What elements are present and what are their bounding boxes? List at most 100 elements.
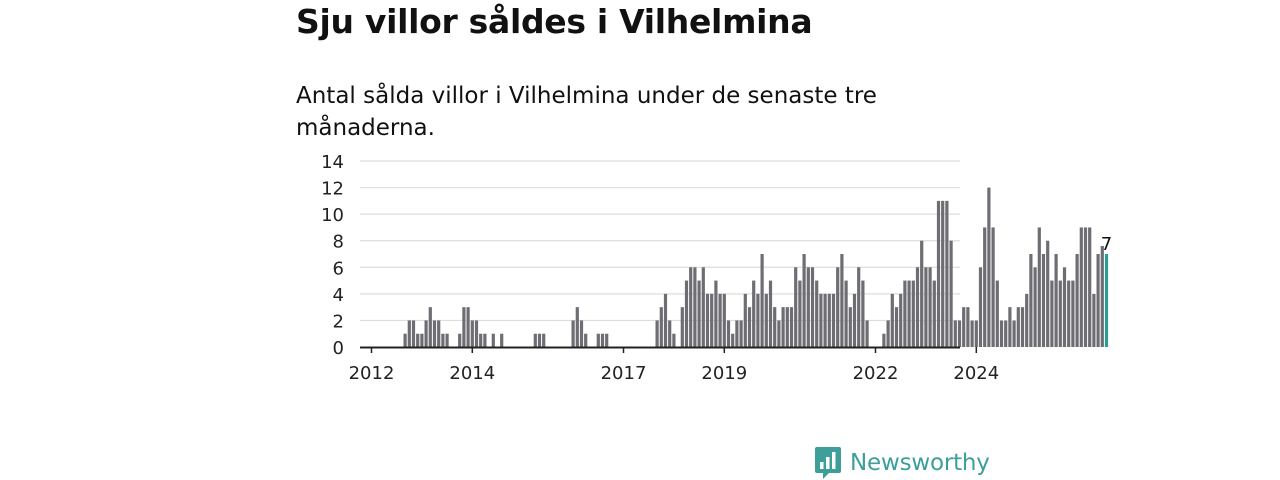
bar xyxy=(491,333,495,347)
bar xyxy=(831,293,836,347)
bar xyxy=(924,267,928,347)
bar xyxy=(840,254,844,347)
bar xyxy=(575,307,579,347)
bar xyxy=(1096,254,1100,347)
bar xyxy=(752,280,756,347)
y-tick-label: 8 xyxy=(333,232,344,253)
bar xyxy=(911,280,915,347)
x-tick-label: 2024 xyxy=(953,363,999,384)
bar xyxy=(819,293,823,347)
bar xyxy=(659,307,663,347)
bar xyxy=(672,333,676,347)
bar xyxy=(920,240,924,347)
bar xyxy=(886,320,890,347)
data-label-latest: 7 xyxy=(1101,234,1112,255)
bar xyxy=(1083,227,1088,347)
chart-title: Sju villor såldes i Vilhelmina xyxy=(296,2,813,41)
bar xyxy=(764,293,768,347)
bar xyxy=(705,293,710,347)
bar xyxy=(479,333,483,347)
bar xyxy=(584,333,588,347)
bar xyxy=(907,280,911,347)
bar xyxy=(999,320,1004,347)
bar xyxy=(718,293,722,347)
bar xyxy=(1041,254,1046,347)
bar xyxy=(957,320,962,347)
bar xyxy=(836,267,840,347)
bar xyxy=(1008,307,1012,347)
bar xyxy=(781,307,785,347)
bar xyxy=(714,280,718,347)
bar xyxy=(949,240,953,347)
brand-name: Newsworthy xyxy=(850,450,990,476)
bar xyxy=(483,333,487,347)
bar xyxy=(852,293,857,347)
bar xyxy=(420,333,424,347)
bar xyxy=(403,333,407,347)
y-tick-label: 12 xyxy=(321,179,344,200)
bar xyxy=(424,320,428,347)
bar xyxy=(915,267,920,347)
bar xyxy=(428,307,432,347)
bar xyxy=(697,280,701,347)
bar xyxy=(743,293,747,347)
bar xyxy=(655,320,659,347)
bar xyxy=(600,333,605,347)
bar xyxy=(932,280,936,347)
bar xyxy=(815,280,819,347)
bar xyxy=(983,227,987,347)
bar xyxy=(407,320,411,347)
bar xyxy=(894,307,899,347)
bar xyxy=(899,293,903,347)
bar xyxy=(1067,280,1071,347)
newsworthy-logo[interactable]: Newsworthy xyxy=(814,446,990,480)
bar-chart-speech-bubble-icon xyxy=(815,447,841,479)
bar xyxy=(693,267,697,347)
bar xyxy=(1062,267,1067,347)
bar xyxy=(1037,227,1041,347)
bar xyxy=(806,267,810,347)
chart-subtitle: Antal sålda villor i Vilhelmina under de… xyxy=(296,83,877,141)
bar xyxy=(663,293,668,347)
bar xyxy=(823,293,827,347)
bar xyxy=(437,320,441,347)
bar xyxy=(798,280,802,347)
x-tick-label: 2017 xyxy=(601,363,647,384)
bar xyxy=(970,320,974,347)
y-tick-label: 0 xyxy=(333,338,344,359)
bar xyxy=(542,333,546,347)
bar xyxy=(777,320,781,347)
bar xyxy=(861,280,865,347)
y-tick-label: 4 xyxy=(333,285,344,306)
bar xyxy=(1075,254,1079,347)
y-tick-label: 2 xyxy=(333,311,344,332)
bar xyxy=(680,307,684,347)
bar xyxy=(789,307,794,347)
y-tick-label: 6 xyxy=(333,258,344,279)
bar xyxy=(416,333,420,347)
bar xyxy=(773,307,777,347)
bar xyxy=(1071,280,1075,347)
bar xyxy=(890,293,894,347)
bar xyxy=(802,254,806,347)
bar xyxy=(941,200,945,347)
bar xyxy=(794,267,798,347)
bar xyxy=(1088,227,1092,347)
bar xyxy=(474,320,479,347)
bar xyxy=(432,320,437,347)
bar xyxy=(903,280,907,347)
bar xyxy=(1046,240,1050,347)
bar xyxy=(785,307,789,347)
bar xyxy=(458,333,462,347)
bar xyxy=(962,307,966,347)
bar xyxy=(1092,293,1096,347)
bar xyxy=(710,293,714,347)
bar xyxy=(768,280,773,347)
bar xyxy=(731,333,735,347)
y-tick-label: 14 xyxy=(321,152,344,173)
bar xyxy=(462,307,466,347)
bar xyxy=(987,187,991,347)
bar xyxy=(974,320,978,347)
bar xyxy=(726,320,731,347)
bar xyxy=(882,333,886,347)
